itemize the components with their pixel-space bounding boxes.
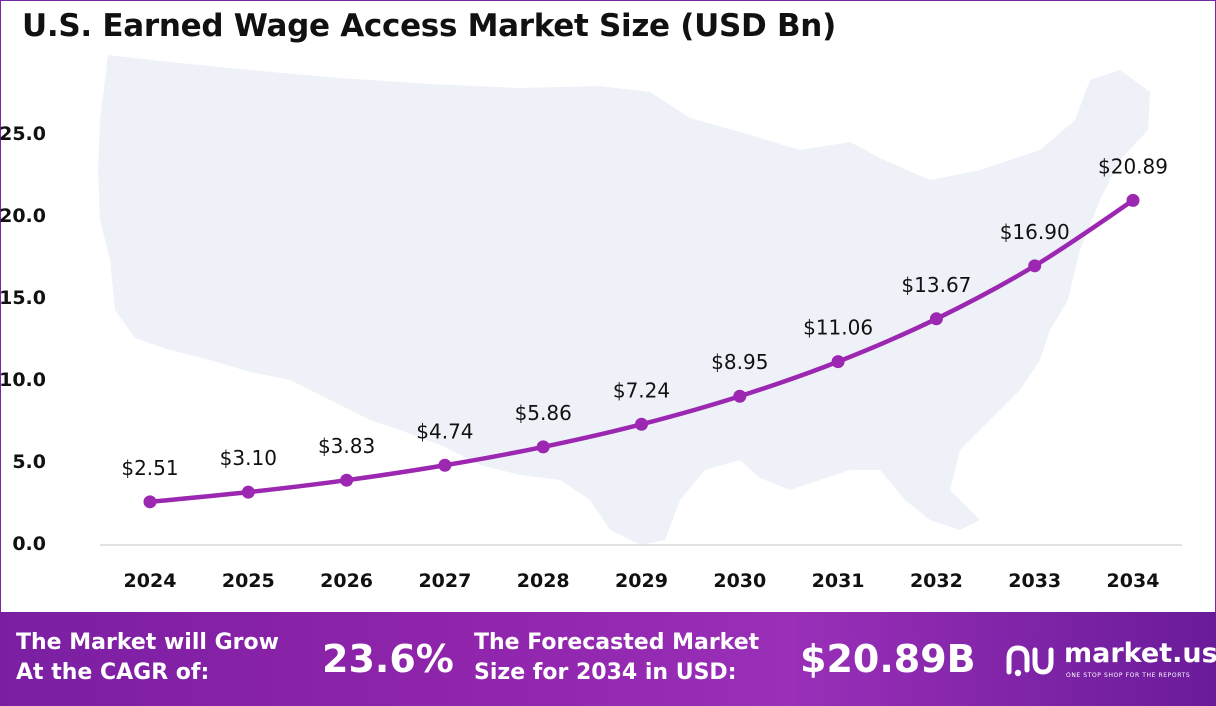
us-map-background: [98, 55, 1150, 545]
y-tick-label: 20.0: [0, 205, 46, 227]
data-point-marker: [929, 312, 943, 326]
forecast-label: The Forecasted Market Size for 2034 in U…: [474, 628, 759, 688]
x-tick-label: 2028: [517, 570, 570, 592]
x-tick-label: 2031: [812, 570, 865, 592]
x-tick-label: 2030: [713, 570, 766, 592]
forecast-label-line2: Size for 2034 in USD:: [474, 660, 737, 685]
data-label: $3.83: [318, 434, 375, 458]
data-point-marker: [1028, 259, 1042, 273]
brand-tagline: ONE STOP SHOP FOR THE REPORTS: [1066, 672, 1191, 679]
data-point-marker: [1126, 193, 1140, 207]
y-tick-label: 0.0: [12, 533, 46, 555]
data-label: $20.89: [1098, 154, 1168, 178]
data-label: $7.24: [613, 378, 670, 402]
data-label: $8.95: [711, 350, 768, 374]
data-label: $16.90: [1000, 220, 1070, 244]
y-tick-label: 10.0: [0, 369, 46, 391]
x-tick-label: 2025: [222, 570, 275, 592]
chart-title: U.S. Earned Wage Access Market Size (USD…: [22, 8, 836, 44]
x-tick-label: 2024: [124, 570, 177, 592]
cagr-label: The Market will Grow At the CAGR of:: [16, 628, 279, 688]
forecast-label-line1: The Forecasted Market: [474, 630, 760, 655]
data-label: $3.10: [220, 446, 277, 470]
data-label: $11.06: [803, 316, 873, 340]
data-point-marker: [635, 417, 648, 431]
data-point-marker: [733, 389, 747, 403]
y-tick-label: 15.0: [0, 287, 46, 309]
data-point-marker: [536, 440, 550, 454]
forecast-value: $20.89B: [800, 637, 976, 681]
y-tick-label: 5.0: [12, 451, 46, 473]
y-tick-label: 25.0: [0, 123, 46, 145]
x-tick-label: 2026: [320, 570, 373, 592]
data-point-marker: [831, 355, 845, 369]
data-label: $4.74: [416, 419, 473, 443]
data-label: $2.51: [121, 456, 178, 480]
data-point-marker: [143, 495, 157, 509]
data-point-marker: [241, 485, 255, 499]
brand-name: market.us: [1064, 638, 1216, 669]
cagr-value: 23.6%: [322, 637, 454, 681]
data-label: $13.67: [901, 273, 971, 297]
x-tick-label: 2027: [418, 570, 471, 592]
x-tick-label: 2032: [910, 570, 963, 592]
data-point-marker: [340, 473, 354, 487]
x-tick-label: 2034: [1107, 570, 1160, 592]
x-tick-label: 2033: [1008, 570, 1061, 592]
cagr-label-line1: The Market will Grow: [16, 630, 279, 655]
x-tick-label: 2029: [615, 570, 668, 592]
cagr-label-line2: At the CAGR of:: [16, 660, 210, 685]
data-point-marker: [438, 458, 452, 472]
footer-banner: The Market will Grow At the CAGR of: 23.…: [0, 612, 1216, 706]
market-us-logo-icon: [1006, 645, 1054, 677]
data-label: $5.86: [515, 401, 572, 425]
line-chart: 0.0 5.0 10.0 15.0 20.0 25.0 2024 2025 2026 2027 2…: [0, 55, 1182, 592]
